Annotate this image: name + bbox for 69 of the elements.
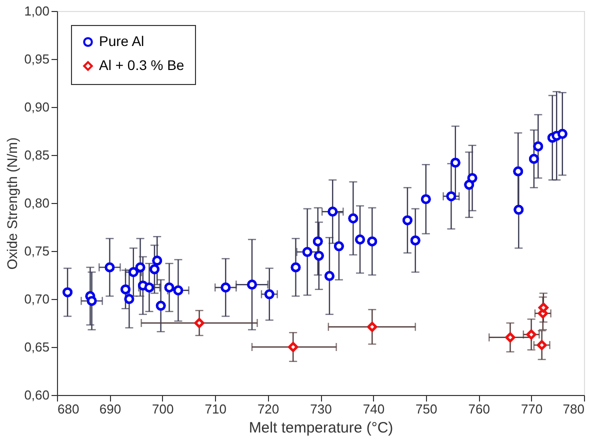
point bbox=[464, 180, 474, 190]
point bbox=[312, 236, 323, 246]
point bbox=[135, 262, 146, 272]
point bbox=[514, 204, 524, 215]
legend-label: Al + 0.3 % Be bbox=[99, 57, 184, 73]
point bbox=[247, 280, 257, 290]
y-tick-label: 0,70 bbox=[24, 292, 50, 306]
point bbox=[290, 262, 301, 272]
point bbox=[513, 166, 524, 176]
x-tick-label: 700 bbox=[152, 402, 174, 416]
point bbox=[367, 236, 378, 246]
point bbox=[152, 256, 162, 266]
point bbox=[334, 241, 344, 252]
x-tick-label: 690 bbox=[99, 402, 122, 416]
point bbox=[264, 289, 274, 300]
point bbox=[528, 154, 539, 164]
point bbox=[367, 322, 378, 332]
y-tick-label: 1,00 bbox=[24, 4, 50, 18]
x-tick-label: 780 bbox=[562, 402, 584, 416]
point bbox=[86, 296, 97, 306]
point bbox=[446, 191, 456, 202]
point bbox=[150, 264, 160, 274]
point bbox=[156, 300, 166, 311]
x-tick-label: 680 bbox=[58, 402, 80, 416]
y-tick-label: 0,95 bbox=[24, 52, 50, 66]
y-axis-title: Oxide Strength (N/m) bbox=[4, 137, 20, 270]
y-tick-label: 0,80 bbox=[24, 196, 50, 210]
point bbox=[128, 267, 138, 278]
point bbox=[324, 271, 334, 281]
point bbox=[533, 141, 544, 152]
y-tick-label: 0,90 bbox=[24, 100, 50, 114]
point bbox=[194, 318, 204, 328]
x-tick-label: 730 bbox=[310, 402, 332, 416]
y-tick-label: 0,75 bbox=[24, 244, 50, 258]
y-tick-label: 0,65 bbox=[24, 340, 50, 354]
x-axis-title: Melt temperature (°C) bbox=[248, 420, 394, 436]
point bbox=[288, 342, 298, 352]
point bbox=[62, 287, 72, 298]
point bbox=[402, 215, 412, 226]
point bbox=[220, 282, 231, 292]
x-tick-label: 720 bbox=[257, 402, 280, 416]
point bbox=[164, 282, 174, 292]
point bbox=[536, 340, 547, 350]
y-tick-label: 0,85 bbox=[24, 148, 50, 162]
legend-label: Pure Al bbox=[99, 33, 144, 49]
x-tick-label: 710 bbox=[204, 402, 226, 416]
x-tick-label: 750 bbox=[416, 402, 438, 416]
point bbox=[104, 262, 115, 272]
point bbox=[557, 128, 568, 139]
point bbox=[355, 234, 365, 244]
point bbox=[173, 285, 184, 296]
y-tick-label: 0,60 bbox=[24, 388, 50, 402]
point bbox=[144, 282, 154, 292]
point bbox=[410, 235, 420, 246]
x-tick-label: 760 bbox=[468, 402, 490, 416]
point bbox=[314, 250, 324, 261]
point bbox=[124, 294, 134, 304]
point bbox=[120, 284, 130, 294]
x-tick-label: 770 bbox=[520, 402, 543, 416]
point bbox=[505, 332, 516, 342]
point bbox=[526, 330, 536, 340]
point bbox=[420, 194, 431, 204]
point bbox=[450, 158, 460, 168]
point bbox=[348, 213, 358, 224]
x-tick-label: 740 bbox=[362, 402, 385, 416]
point bbox=[302, 247, 312, 257]
point bbox=[467, 173, 478, 183]
point bbox=[538, 302, 548, 313]
point bbox=[328, 206, 338, 217]
